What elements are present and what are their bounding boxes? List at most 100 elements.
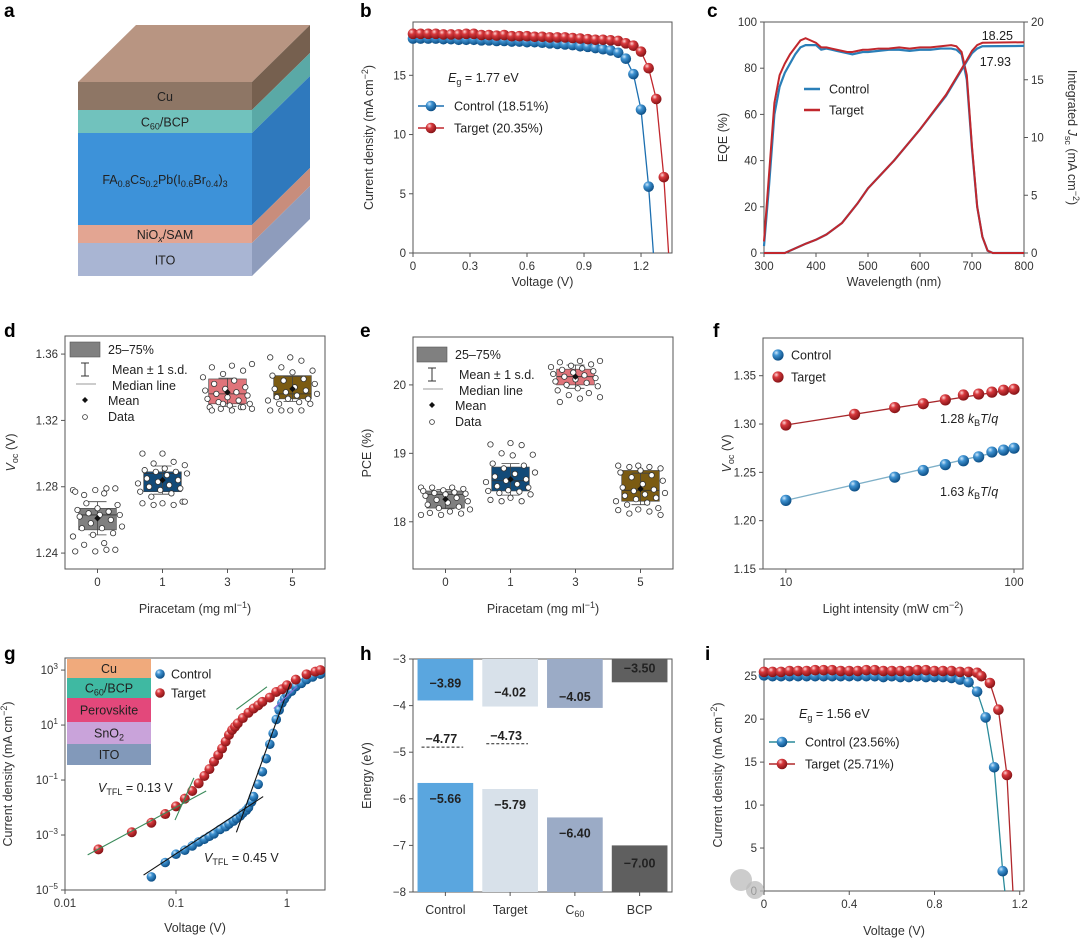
data-point [1008,442,1020,454]
y-tick-label: 1.36 [36,349,58,361]
layer-label: NiOx/SAM [137,228,194,244]
data-point [646,508,653,515]
legend-marker [776,736,788,748]
inset-layer [67,678,151,698]
data-point [168,490,175,497]
data-point [304,395,312,402]
data-point [217,405,224,412]
x-tick-label: Control [425,903,465,917]
homo-bar [611,845,668,892]
data-point [92,486,99,494]
mean-marker [637,485,644,493]
data-point [101,540,108,547]
data-point [547,364,555,371]
panel-letter-g: g [4,644,16,665]
data-point [422,492,429,499]
data-point [298,407,305,414]
data-point [869,664,881,676]
data-point [946,665,957,677]
data-point [85,510,92,517]
data-point [590,34,601,46]
data-point [228,407,236,414]
data-point [612,47,624,59]
data-point [612,498,620,505]
layer-label: FA0.8Cs0.2Pb(I0.6Br0.4)3 [102,173,227,189]
layer-label: ITO [155,254,176,268]
data-point [632,496,640,503]
legend-label: Median line [459,384,523,398]
chart-f: 10 100 1.15 1.20 1.25 1.30 1.35 Light intensity… [720,337,1024,616]
data-point [415,28,426,40]
data-point [159,500,166,507]
data-point [635,104,647,115]
data-point [657,465,664,472]
data-point [257,766,268,777]
chart-e: 0 1 3 5 18 19 20 Piracetam (mg ml−1) PCE (%) 25–7… [360,336,674,616]
y-tick-label: 15 [393,70,406,82]
data-point [417,511,425,519]
legend-marker [425,100,437,112]
data-point [574,33,586,44]
stack-top-face [78,25,310,82]
data-point [273,394,281,401]
y-tick-label: −3 [393,654,406,666]
inset-layer-label: Cu [101,662,117,676]
data-point [529,451,536,458]
y-tick-label: 1.30 [734,419,756,431]
x-tick-label: 1 [284,898,290,910]
x-tick-label: 0 [761,899,767,911]
data-point [567,32,578,44]
x-axis-label: Wavelength (nm) [847,275,942,289]
panel-letter-f: f [713,321,720,342]
series-line-0 [762,43,1024,255]
data-point [518,498,525,505]
data-point [957,455,969,467]
data-point [244,392,251,399]
plot-frame [412,658,673,893]
x-axis-label: Piracetam (mg ml−1) [139,600,251,616]
y-tick-label: 20 [744,714,757,726]
x-tick-label: 0.6 [519,261,535,273]
data-point [780,494,792,506]
y-tick-label: 25 [744,671,757,683]
data-point [287,407,294,414]
plot-frame [763,658,1025,892]
data-point [143,475,151,482]
data-point [527,491,534,498]
fit-line [236,686,268,710]
data-point [257,696,268,707]
data-point [590,368,597,375]
y2-tick-label: 0 [1031,248,1037,260]
data-point [511,470,519,477]
y-tick-label: −8 [393,887,406,899]
panel-letter-i: i [705,644,710,665]
inset-layer [67,744,151,765]
data-point [199,374,207,381]
data-point [284,395,292,402]
data-point [89,531,97,538]
data-point [516,488,523,495]
data-point [103,485,110,492]
data-point [860,664,872,676]
data-point [848,480,861,492]
data-point [246,400,253,407]
data-point [269,372,276,379]
inset-layer-label: ITO [99,748,120,762]
y2-tick-label: 15 [1031,75,1044,87]
fermi-value: −4.77 [426,732,458,746]
data-point [181,462,188,469]
layer-side-2 [252,76,310,225]
data-point [253,779,263,790]
data-point [531,469,539,476]
legend-label: Target (25.71%) [805,758,894,772]
legend-mean-icon [429,402,435,408]
data-point [605,35,616,46]
y-tick-label: −4 [393,701,407,713]
wechat-icon [730,869,752,891]
y-tick-label: −7 [393,840,406,852]
y-tick-label: 103 [41,662,59,677]
mean-marker [442,495,449,503]
x-tick-label: Target [493,903,528,917]
legend-marker [776,758,788,770]
data-point [587,361,595,368]
